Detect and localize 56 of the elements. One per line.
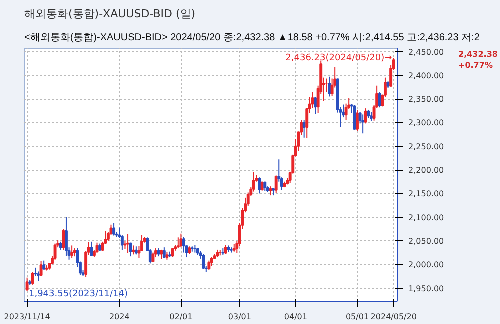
text: +0.77% xyxy=(458,61,493,70)
candlestick xyxy=(54,243,57,260)
candlestick xyxy=(96,242,99,254)
candlestick xyxy=(112,222,116,236)
candlestick xyxy=(152,252,155,263)
y-tick-label: 2,100.00 xyxy=(408,213,444,222)
candlestick xyxy=(328,76,331,98)
x-tick-label: 2024/05/20 xyxy=(370,312,417,322)
candlestick xyxy=(37,271,40,282)
candlestick xyxy=(182,236,186,254)
candlestick xyxy=(258,177,262,194)
y-tick-label: 2,050.00 xyxy=(408,236,444,246)
candlestick xyxy=(160,249,164,260)
y-tick-label: 1,950.00 xyxy=(408,284,444,294)
x-tick-label: 03/01 xyxy=(228,312,252,322)
candlestick xyxy=(129,242,132,258)
y-tick-label: 2,300.00 xyxy=(408,118,444,128)
candlestick xyxy=(353,104,356,130)
y-tick-label: 2,450.00 xyxy=(408,48,444,57)
candlestick xyxy=(364,108,368,124)
candlestick xyxy=(70,245,74,258)
candlestick xyxy=(64,216,68,257)
candlestick xyxy=(302,120,306,138)
candlestick xyxy=(31,272,34,286)
y-tick-label: 2,250.00 xyxy=(408,142,444,152)
candlestick xyxy=(208,260,211,271)
chart-subtitle: <해외통화(통합)-XAUUSD-BID> 2024/05/20 종:2,432.38 ▲18.58 +0.77% 시:2,414.55 고:2,436.23 저:2 xyxy=(24,32,480,44)
candlestick xyxy=(202,254,206,270)
annotation: 1,943.55(2023/11/14) xyxy=(28,290,128,300)
candlestick xyxy=(126,234,130,254)
candlestick xyxy=(90,241,94,257)
candlestick xyxy=(176,237,180,250)
candlestick xyxy=(356,109,359,132)
candlestick xyxy=(314,96,317,115)
candlestick xyxy=(62,228,66,251)
y-tick-label: 2,400.00 xyxy=(408,71,444,80)
y-tick-label: 2,150.00 xyxy=(408,190,444,199)
x-tick-label: 2024 xyxy=(109,312,130,322)
candlestick xyxy=(362,114,365,134)
text: 2,432.38 xyxy=(458,50,498,60)
candlestick xyxy=(40,260,43,277)
candlestick xyxy=(162,247,166,258)
candlestick xyxy=(274,175,278,194)
candlestick xyxy=(180,233,183,248)
x-tick-label: 05/01 xyxy=(346,312,370,322)
x-tick-label: 04/01 xyxy=(284,312,308,322)
x-tick-label: 02/01 xyxy=(170,312,193,322)
y-tick-label: 2,200.00 xyxy=(408,166,444,176)
chart-title: 해외통화(통합)-XAUUSD-BID (일) xyxy=(24,8,196,20)
candlestick xyxy=(252,172,256,192)
candlestick xyxy=(210,256,214,268)
x-tick-label: 2023/11/14 xyxy=(4,312,50,322)
y-tick-label: 2,350.00 xyxy=(408,95,444,104)
y-tick-label: 2,000.00 xyxy=(408,260,444,270)
candlestick xyxy=(26,277,29,292)
annotation: 2,436.23(2024/05/20)→ xyxy=(286,53,393,64)
